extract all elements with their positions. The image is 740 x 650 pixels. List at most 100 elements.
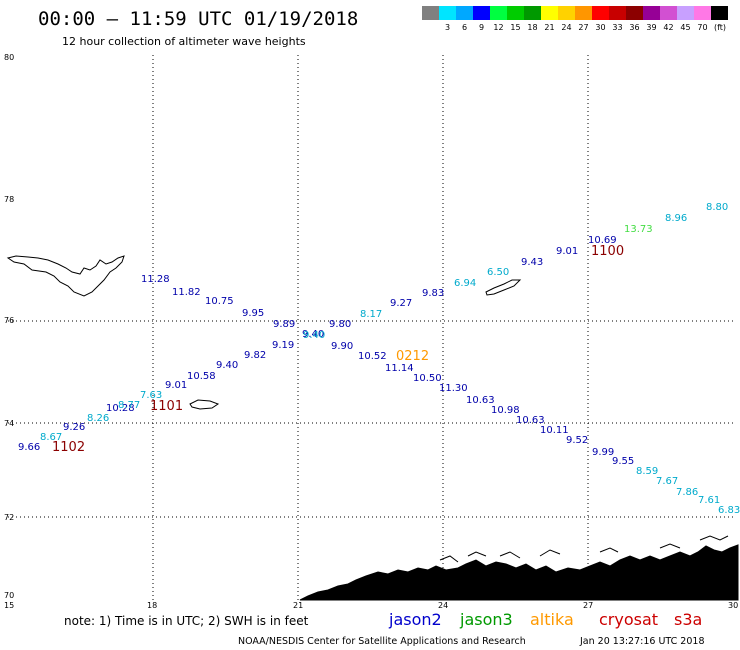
wave-height-label: 9.55: [612, 456, 634, 467]
legend-swatch: [422, 6, 439, 20]
legend-label: 30: [595, 23, 605, 32]
legend-label: 33: [612, 23, 622, 32]
wave-height-label: 8.77: [118, 400, 140, 411]
wave-height-label: 9.90: [331, 341, 353, 352]
lon-tick: 30: [728, 601, 738, 610]
wave-height-label: 10.98: [491, 405, 520, 416]
wave-height-label: 8.26: [87, 413, 109, 424]
lon-tick: 21: [293, 601, 303, 610]
wave-height-label: 9.26: [63, 422, 85, 433]
pass-time-labels: 1102 1101 1100 0212: [52, 244, 624, 455]
legend-label: 6: [462, 23, 467, 32]
footer-note: note: 1) Time is in UTC; 2) SWH is in fe…: [64, 614, 309, 628]
legend-swatch: [439, 6, 456, 20]
wave-height-label: 9.99: [592, 447, 614, 458]
wave-height-label: 6.83: [718, 505, 740, 516]
wave-height-label: 9.19: [272, 340, 294, 351]
satellite-legend-jason2: jason2: [388, 610, 442, 629]
wave-height-label: 10.28: [106, 403, 135, 414]
pass-time-label: 0212: [396, 349, 429, 364]
lat-tick: 74: [4, 419, 14, 428]
wave-height-label: 10.52: [358, 351, 387, 362]
lat-tick: 70: [4, 591, 14, 600]
legend-swatch: [558, 6, 575, 20]
legend-swatch: [507, 6, 524, 20]
legend-swatch: [609, 6, 626, 20]
pass-time-label: 1102: [52, 440, 85, 455]
wave-height-label: 9.52: [566, 435, 588, 446]
legend-label: 45: [680, 23, 690, 32]
wave-height-label: 11.28: [141, 274, 170, 285]
wave-height-label: 11.30: [439, 383, 468, 394]
legend-swatch: [490, 6, 507, 20]
wave-height-label: 11.82: [172, 287, 201, 298]
wave-height-label: 8.96: [665, 213, 687, 224]
legend-swatch: [575, 6, 592, 20]
legend-label: 42: [663, 23, 673, 32]
bear-island: [189, 399, 220, 410]
wave-height-label: 8.59: [636, 466, 658, 477]
latitude-axis: 80 78 76 74 72 70: [4, 53, 14, 600]
satellite-legend-altika: altika: [530, 610, 574, 629]
wave-height-label: 6.94: [454, 278, 476, 289]
wave-height-label: 9.80: [329, 319, 351, 330]
legend-label: 3: [445, 23, 450, 32]
wave-height-label: 11.14: [385, 363, 414, 374]
wave-height-label: 9.01: [556, 246, 578, 257]
legend-swatch: [473, 6, 490, 20]
norway-coast: [299, 544, 739, 601]
legend-label: 36: [629, 23, 639, 32]
wave-height-label: 10.63: [466, 395, 495, 406]
wave-height-label: 10.50: [413, 373, 442, 384]
wave-height-label: 9.66: [18, 442, 40, 453]
wave-height-label: 10.63: [516, 415, 545, 426]
wave-height-label: 8.67: [40, 432, 62, 443]
legend-swatch: [711, 6, 728, 20]
legend-unit: (ft): [714, 23, 726, 32]
wave-height-label: 8.80: [706, 202, 728, 213]
legend-label: 70: [697, 23, 707, 32]
satellite-legend: jason2 jason3 altika cryosat s3a: [388, 610, 702, 629]
wave-height-label: 13.73: [624, 224, 653, 235]
kong-karls-land-island: [485, 279, 522, 296]
footer-credit: NOAA/NESDIS Center for Satellite Applica…: [238, 636, 526, 647]
svalbard-coastline: [6, 255, 125, 297]
lon-tick: 24: [438, 601, 448, 610]
wave-height-label: 10.69: [588, 235, 617, 246]
legend-swatch: [677, 6, 694, 20]
lat-tick: 72: [4, 513, 14, 522]
lat-tick: 80: [4, 53, 14, 62]
legend-label: 18: [527, 23, 537, 32]
wave-height-label: 9.95: [242, 308, 264, 319]
legend-swatch: [456, 6, 473, 20]
legend-swatch: [626, 6, 643, 20]
norway-fjords: [439, 535, 729, 563]
wave-height-label: 9.43: [521, 257, 543, 268]
map-subtitle: 12 hour collection of altimeter wave hei…: [62, 35, 306, 48]
legend-swatch: [643, 6, 660, 20]
wave-height-label: 9.82: [244, 350, 266, 361]
legend-swatch: [524, 6, 541, 20]
coastline: [6, 255, 739, 601]
wave-height-label: 7.61: [698, 495, 720, 506]
lon-tick: 27: [583, 601, 593, 610]
lat-tick: 76: [4, 316, 14, 325]
legend-label: 24: [561, 23, 571, 32]
pass-time-label: 1100: [591, 244, 624, 259]
graticule: [8, 55, 735, 600]
lon-tick: 18: [147, 601, 157, 610]
wave-height-label: 9.01: [165, 380, 187, 391]
legend-swatch: [694, 6, 711, 20]
wave-height-label: 10.58: [187, 371, 216, 382]
satellite-legend-s3a: s3a: [674, 610, 702, 629]
satellite-legend-cryosat: cryosat: [599, 610, 658, 629]
wave-height-label: 6.50: [487, 267, 509, 278]
wave-height-label: 7.67: [656, 476, 678, 487]
wave-height-label: 9.83: [422, 288, 444, 299]
wave-height-label: 10.11: [540, 425, 569, 436]
legend-swatch: [660, 6, 677, 20]
wave-height-label: 7.63: [140, 390, 162, 401]
lat-tick: 78: [4, 195, 14, 204]
